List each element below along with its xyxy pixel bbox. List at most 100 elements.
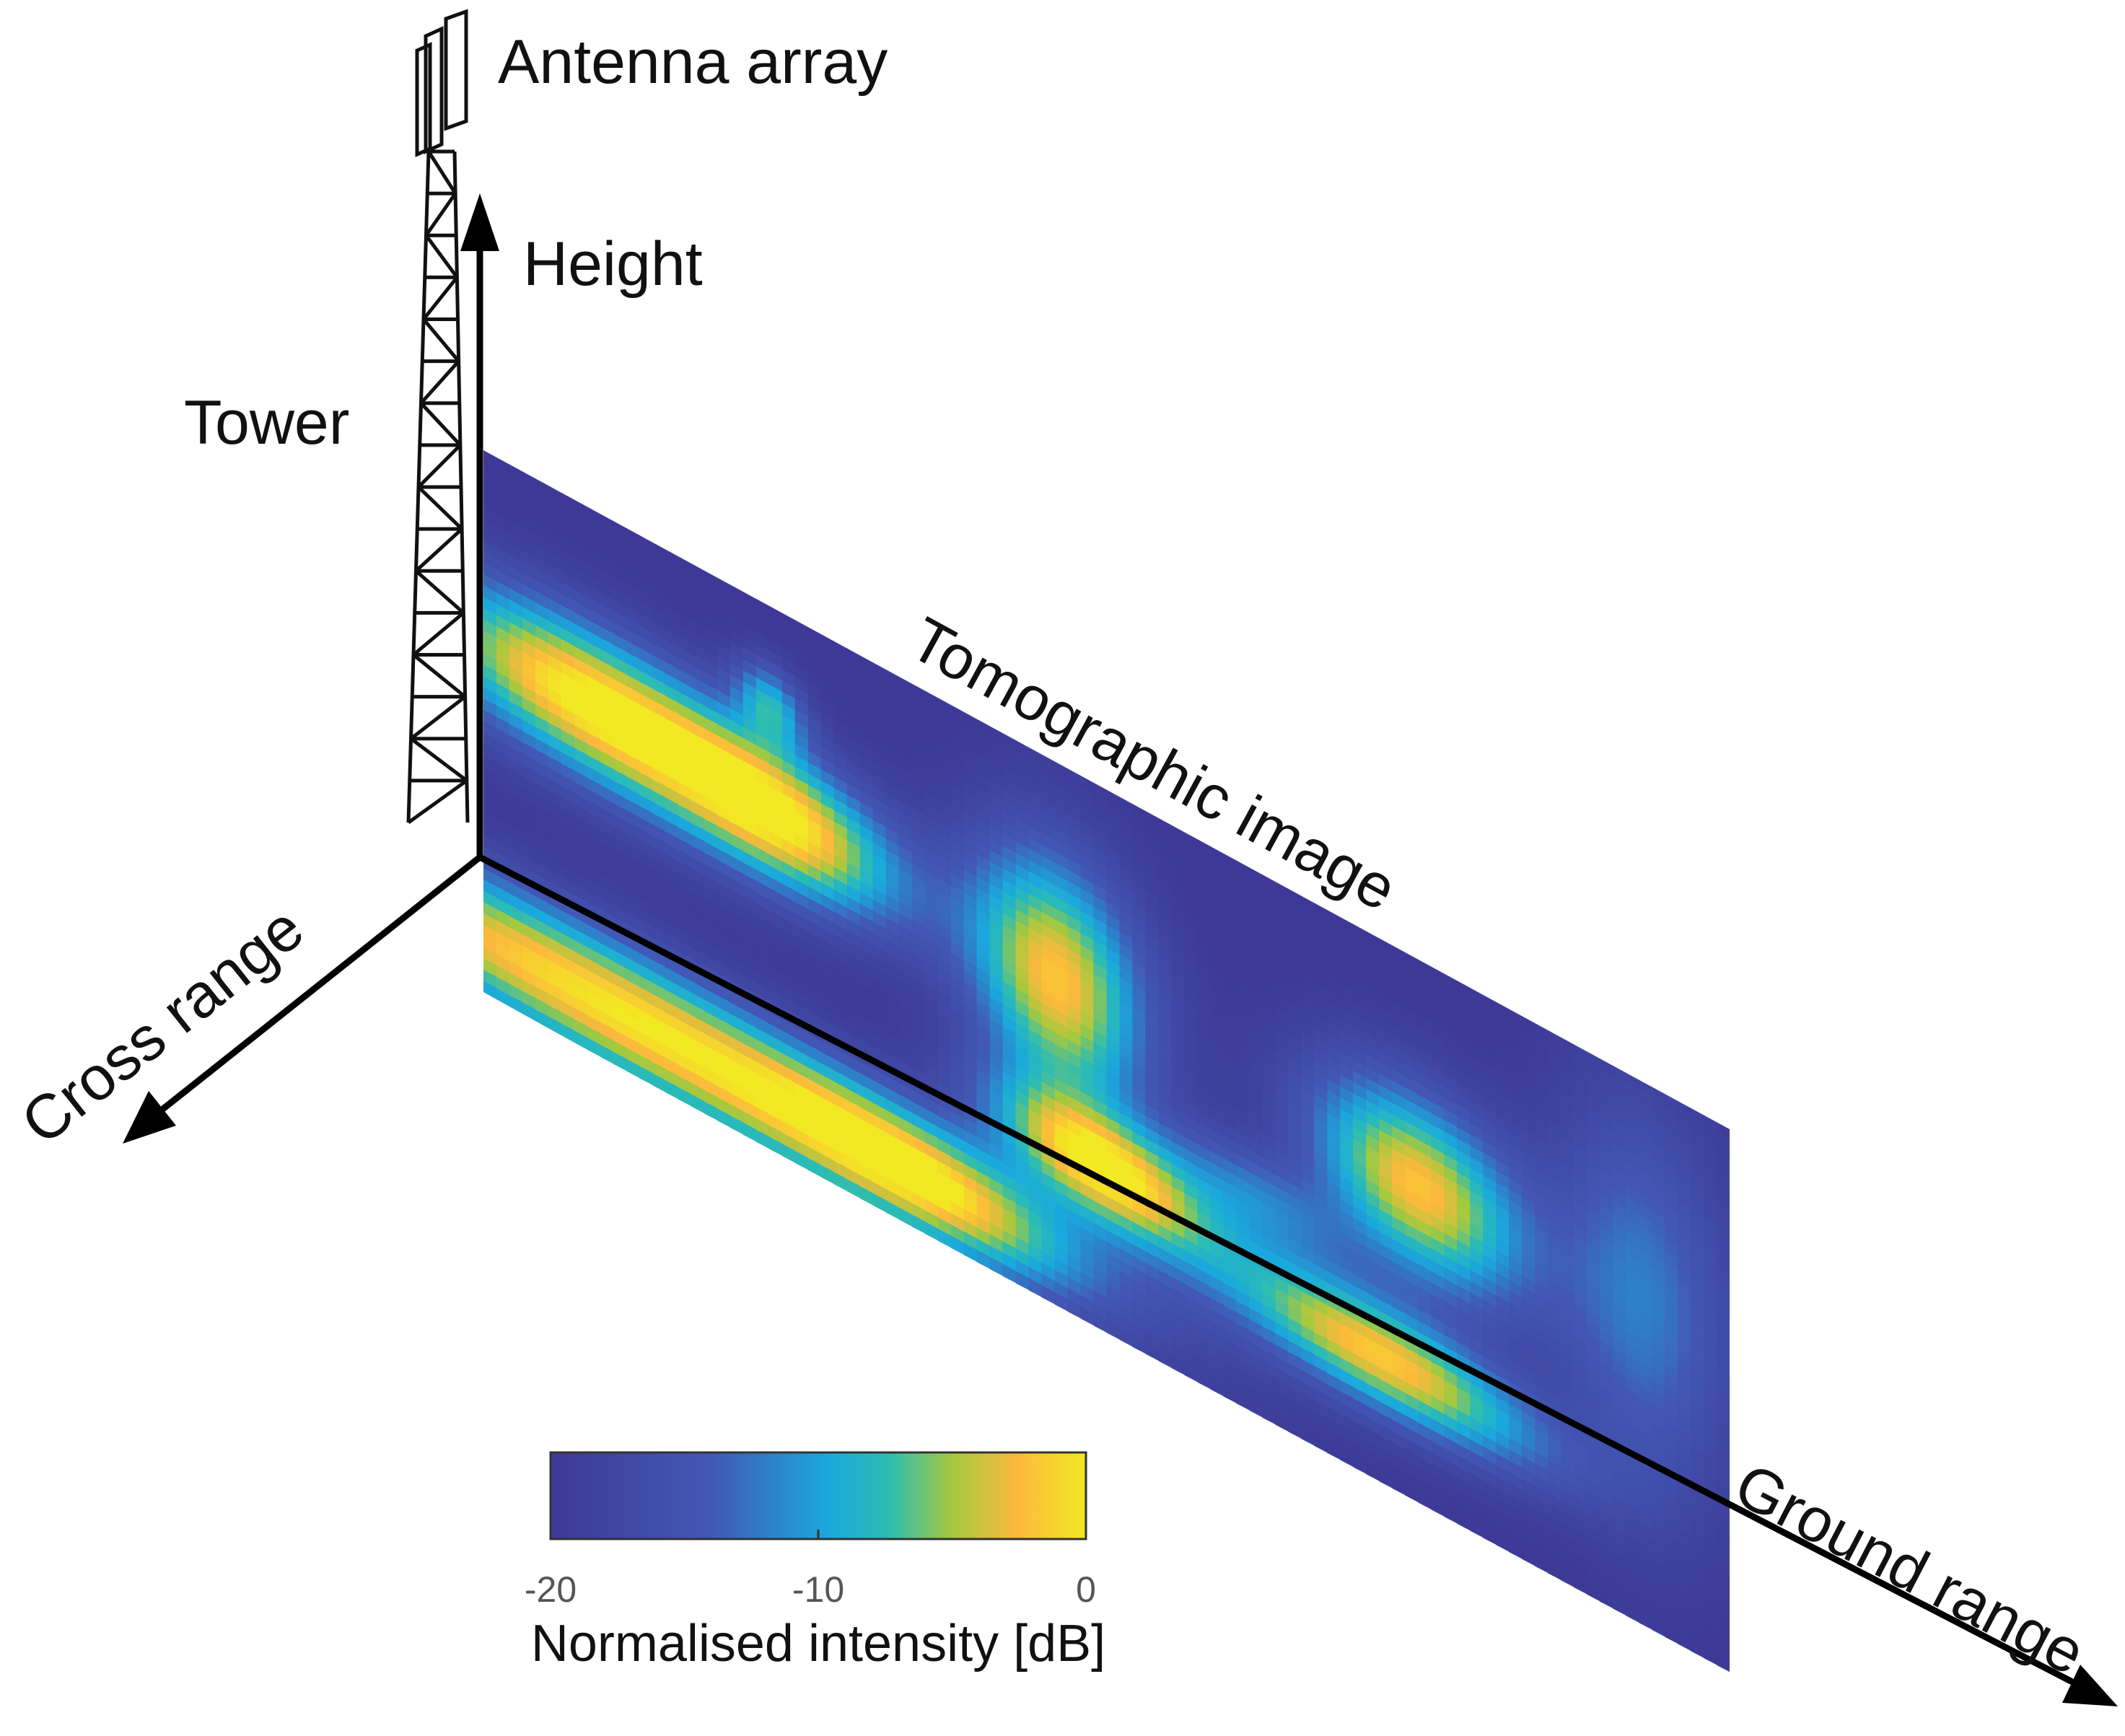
heatmap-cell — [1678, 1541, 1691, 1561]
heatmap-cell — [665, 899, 679, 919]
heatmap-cell — [522, 685, 536, 706]
heatmap-cell — [1600, 1419, 1613, 1439]
heatmap-cell — [924, 1131, 939, 1151]
heatmap-cell — [509, 566, 523, 585]
heatmap-cell — [1236, 1232, 1250, 1253]
heatmap-cell — [561, 628, 575, 647]
heatmap-cell — [1405, 1087, 1419, 1108]
heatmap-cell — [1522, 1128, 1535, 1148]
heatmap-cell — [1704, 1453, 1717, 1473]
heatmap-cell — [1574, 1191, 1587, 1211]
heatmap-cell — [1405, 1020, 1419, 1040]
heatmap-cell — [1496, 1170, 1510, 1191]
heatmap-cell — [1366, 1111, 1380, 1131]
heatmap-cell — [755, 643, 770, 663]
heatmap-cell — [885, 815, 900, 836]
heatmap-cell — [1587, 1118, 1600, 1139]
heatmap-cell — [1444, 1040, 1458, 1061]
heatmap-cell — [1340, 1357, 1354, 1377]
heatmap-cell — [898, 1038, 913, 1058]
heatmap-cell — [937, 1217, 952, 1237]
heatmap-cell — [509, 882, 523, 902]
heatmap-cell — [755, 836, 770, 855]
heatmap-cell — [1353, 1115, 1367, 1136]
heatmap-cell — [989, 861, 1004, 881]
heatmap-cell — [729, 595, 744, 615]
heatmap-cell — [1665, 1274, 1678, 1294]
heatmap-cell — [1535, 1429, 1548, 1450]
heatmap-cell — [1184, 1204, 1199, 1224]
heatmap-cell — [1379, 1401, 1393, 1421]
heatmap-cell — [1678, 1518, 1691, 1538]
heatmap-cell — [1041, 787, 1056, 807]
heatmap-cell — [1353, 1364, 1367, 1384]
heatmap-cell — [1262, 908, 1276, 928]
heatmap-cell — [1184, 967, 1199, 987]
heatmap-cell — [742, 738, 757, 758]
heatmap-cell — [1522, 1524, 1535, 1544]
heatmap-cell — [1717, 1257, 1730, 1277]
heatmap-cell — [1210, 1038, 1224, 1058]
heatmap-cell — [1353, 1432, 1367, 1452]
heatmap-cell — [807, 716, 822, 737]
heatmap-cell — [742, 681, 757, 701]
heatmap-cell — [898, 710, 913, 729]
heatmap-cell — [885, 861, 900, 881]
heatmap-cell — [1106, 846, 1121, 865]
heatmap-cell — [937, 697, 952, 717]
heatmap-cell — [794, 1150, 809, 1170]
heatmap-cell — [639, 874, 653, 893]
heatmap-cell — [963, 756, 978, 776]
heatmap-cell — [768, 1035, 783, 1055]
heatmap-cell — [1587, 1491, 1600, 1512]
heatmap-cell — [1535, 1294, 1548, 1314]
heatmap-cell — [1223, 1022, 1237, 1042]
heatmap-cell — [976, 854, 991, 874]
heatmap-cell — [1093, 1042, 1108, 1062]
heatmap-cell — [1106, 856, 1121, 877]
heatmap-cell — [1236, 1086, 1250, 1105]
heatmap-cell — [989, 996, 1004, 1017]
heatmap-cell — [522, 470, 536, 491]
heatmap-cell — [626, 787, 640, 807]
heatmap-cell — [1353, 1443, 1367, 1463]
heatmap-cell — [691, 936, 705, 955]
heatmap-cell — [859, 779, 874, 799]
heatmap-cell — [976, 752, 991, 772]
heatmap-cell — [548, 960, 562, 980]
heatmap-cell — [1639, 1305, 1652, 1325]
heatmap-cell — [1626, 1275, 1639, 1295]
heatmap-cell — [1223, 1362, 1237, 1381]
heatmap-cell — [1353, 1341, 1367, 1362]
heatmap-cell — [1132, 1176, 1147, 1196]
heatmap-cell — [678, 680, 692, 700]
heatmap-cell — [1418, 1027, 1432, 1046]
heatmap-cell — [1275, 1242, 1289, 1263]
heatmap-cell — [1639, 1158, 1652, 1178]
heatmap-cell — [1418, 993, 1432, 1012]
heatmap-cell — [846, 1088, 861, 1108]
heatmap-cell — [833, 685, 848, 706]
heatmap-cell — [1015, 1259, 1030, 1279]
heatmap-cell — [509, 634, 523, 653]
heatmap-cell — [1028, 747, 1043, 766]
heatmap-cell — [717, 1097, 731, 1117]
heatmap-cell — [1327, 1033, 1341, 1053]
heatmap-cell — [1171, 1118, 1186, 1138]
heatmap-cell — [1340, 1278, 1354, 1298]
heatmap-cell — [859, 914, 874, 934]
heatmap-cell — [859, 1073, 874, 1092]
heatmap-cell — [1444, 1380, 1458, 1400]
heatmap-cell — [833, 1160, 848, 1180]
heatmap-cell — [1041, 776, 1056, 796]
heatmap-cell — [1418, 1049, 1432, 1069]
heatmap-cell — [898, 981, 913, 1001]
heatmap-cell — [1522, 1320, 1535, 1341]
heatmap-cell — [1535, 1136, 1548, 1155]
heatmap-cell — [483, 563, 497, 582]
heatmap-cell — [1678, 1597, 1691, 1618]
heatmap-cell — [846, 1156, 861, 1176]
heatmap-cell — [1639, 1520, 1652, 1540]
heatmap-cell — [1405, 1110, 1419, 1130]
heatmap-cell — [1340, 1267, 1354, 1286]
